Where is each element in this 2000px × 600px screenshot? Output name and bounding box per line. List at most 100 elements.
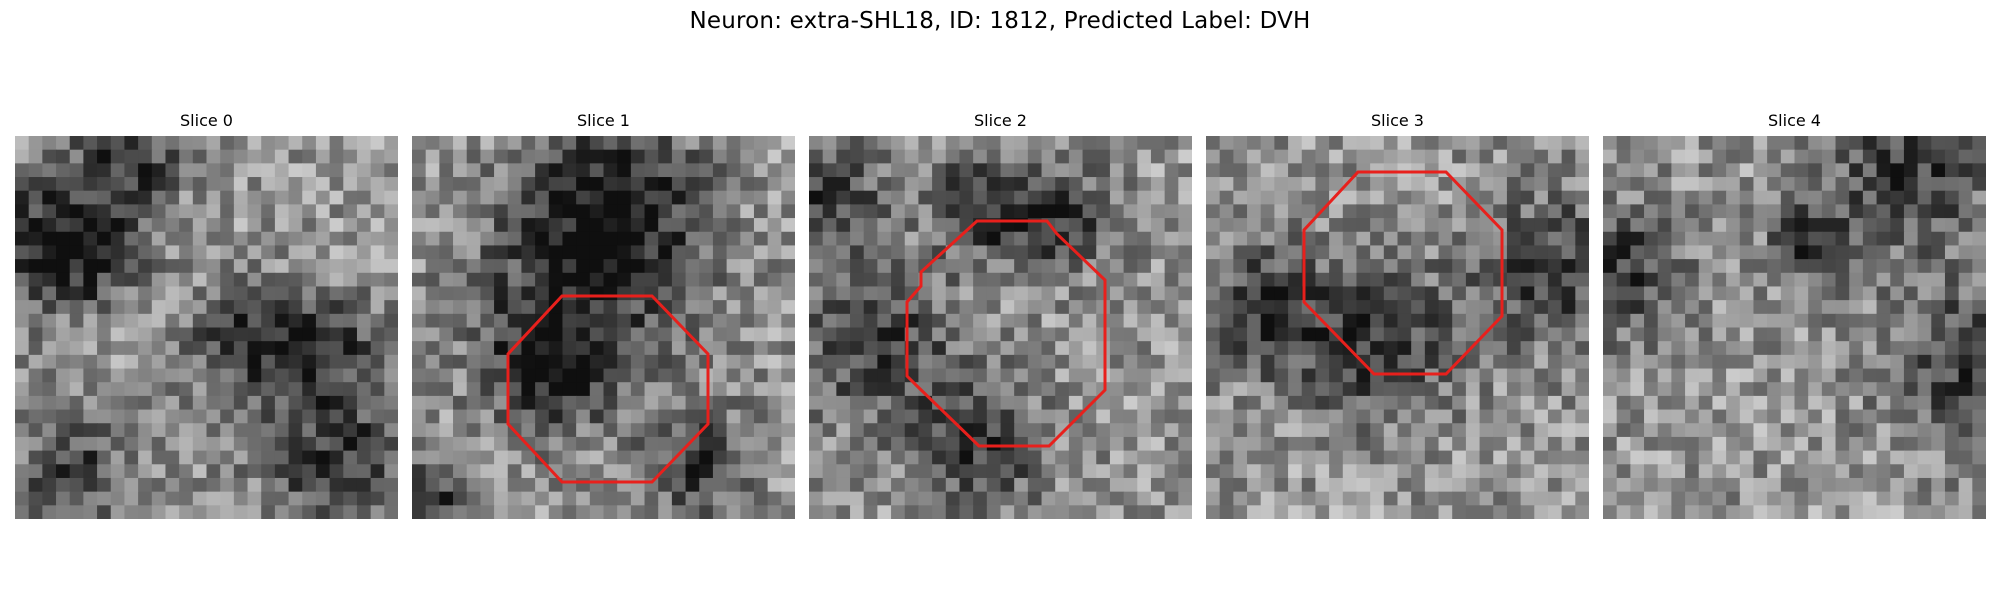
pixel-cell [1534,505,1549,519]
pixel-cell [1685,190,1700,205]
pixel-cell [1849,149,1864,164]
pixel-cell [589,477,605,493]
pixel-cell [1219,409,1234,424]
pixel-cell [124,382,139,397]
pixel-cell [1315,149,1330,164]
pixel-cell [1411,341,1426,356]
pixel-cell [1876,204,1891,219]
pixel-cell [1247,272,1262,288]
pixel-cell [1862,259,1878,274]
pixel-cell [1356,395,1371,411]
pixel-cell [1821,190,1837,205]
pixel-cell [1150,491,1166,506]
pixel-cell [56,491,71,506]
pixel-cell [1109,313,1125,329]
pixel-cell [685,409,700,424]
pixel-cell [1890,395,1905,411]
pixel-cell [1068,423,1084,438]
pixel-cell [1726,231,1741,247]
pixel-cell [1096,286,1111,301]
pixel-cell [247,190,262,205]
slice-panel-0: Slice 0 [15,110,398,519]
pixel-cell [329,382,344,397]
pixel-cell [1206,423,1221,438]
pixel-cell [932,231,947,247]
pixel-cell [1726,190,1741,205]
pixel-cell [261,423,276,438]
pixel-cell [699,327,714,342]
pixel-cell [740,163,755,178]
pixel-cell [494,491,509,506]
pixel-cell [891,423,906,438]
pixel-cell [1972,204,1986,219]
pixel-cell [1644,136,1659,151]
roi-outline [905,219,1107,448]
pixel-cell [233,245,249,260]
pixel-cell [1397,395,1412,411]
pixel-cell [151,368,167,383]
pixel-cell [1767,231,1782,247]
pixel-cell [1547,409,1563,424]
pixel-cell [973,491,988,506]
pixel-cell [562,204,577,219]
pixel-cell [356,231,372,247]
pixel-cell [1767,149,1782,164]
pixel-cell [124,395,139,411]
pixel-cell [110,231,126,247]
pixel-cell [302,382,317,397]
pixel-cell [1917,300,1932,315]
pixel-cell [1260,464,1275,479]
pixel-cell [548,300,564,315]
pixel-cell [1808,286,1823,301]
pixel-cell [1274,395,1289,411]
pixel-cell [412,245,427,260]
pixel-cell [1247,450,1262,465]
pixel-cell [1479,505,1494,519]
pixel-cell [302,327,317,342]
pixel-cell [412,300,427,315]
pixel-cell [712,136,728,151]
pixel-cell [1506,477,1522,493]
pixel-cell [1712,231,1727,247]
pixel-cell [1096,368,1111,383]
pixel-cell [370,409,385,424]
pixel-cell [562,231,577,247]
pixel-cell [1903,259,1919,274]
pixel-cell [192,163,208,178]
pixel-cell [959,464,974,479]
pixel-cell [1479,409,1494,424]
pixel-cell [480,177,495,192]
pixel-cell [1630,272,1645,288]
pixel-cell [1520,300,1535,315]
pixel-cell [781,395,795,411]
pixel-cell [1178,436,1192,452]
pixel-cell [1288,286,1303,301]
pixel-cell [576,409,591,424]
pixel-cell [1739,464,1755,479]
pixel-cell [671,368,687,383]
pixel-cell [822,505,837,519]
pixel-cell [1288,218,1303,233]
pixel-cell [1438,286,1453,301]
pixel-cell [1247,327,1262,342]
pixel-cell [56,136,71,151]
pixel-cell [1247,464,1262,479]
pixel-cell [1027,327,1043,342]
pixel-cell [28,505,43,519]
pixel-cell [56,368,71,383]
pixel-cell [562,149,577,164]
pixel-cell [617,313,632,329]
pixel-cell [110,341,126,356]
pixel-cell [1123,341,1138,356]
pixel-cell [15,477,30,493]
pixel-cell [356,395,372,411]
pixel-cell [1424,436,1440,452]
pixel-cell [1342,245,1358,260]
pixel-cell [1944,341,1960,356]
pixel-cell [1520,368,1535,383]
pixel-cell [1958,204,1973,219]
pixel-cell [1726,204,1741,219]
pixel-cell [56,313,71,329]
pixel-cell [644,245,659,260]
pixel-cell [1698,177,1714,192]
